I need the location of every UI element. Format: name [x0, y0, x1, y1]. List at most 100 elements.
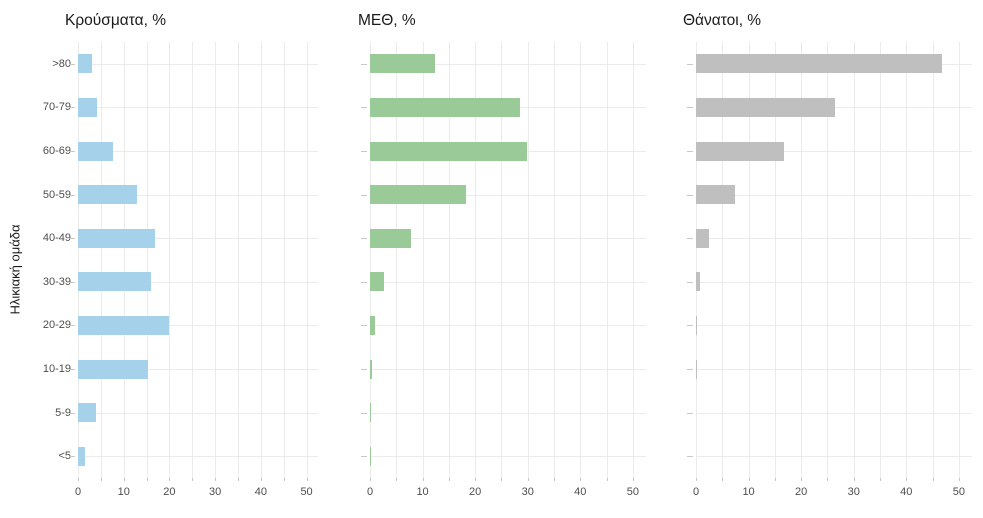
bar	[78, 54, 92, 74]
vertical-gridline	[396, 42, 398, 478]
horizontal-gridline	[78, 63, 318, 65]
vertical-gridline	[880, 42, 881, 478]
y-category-label: 30-39	[42, 275, 71, 288]
vertical-gridline	[100, 42, 102, 478]
horizontal-gridline	[370, 456, 646, 458]
bar	[696, 228, 709, 248]
x-tick-label: 0	[74, 486, 82, 498]
x-axis-tick	[801, 478, 803, 481]
vertical-gridline	[370, 42, 371, 478]
horizontal-gridline	[78, 107, 318, 109]
x-axis-tick	[632, 478, 634, 481]
x-axis-tick	[169, 478, 171, 481]
x-axis-tick	[606, 478, 608, 481]
x-axis-tick	[774, 478, 776, 481]
bar	[370, 446, 372, 466]
facet-title-icu: ΜΕΘ, %	[358, 12, 416, 29]
horizontal-gridline	[370, 194, 646, 196]
vertical-gridline	[146, 42, 148, 478]
bar	[78, 272, 151, 292]
x-axis-cases: 0 10 20 30 40 50	[74, 478, 318, 508]
y-axis-tick	[69, 281, 75, 283]
y-axis-tick	[69, 412, 75, 414]
y-category-label: 5-9	[55, 406, 71, 419]
y-axis-tick	[69, 325, 75, 327]
x-axis-tick	[722, 478, 724, 481]
x-tick-label: 40	[900, 486, 913, 498]
bar	[78, 446, 86, 466]
y-axis-tick	[687, 369, 693, 370]
x-axis-tick	[100, 478, 102, 481]
horizontal-gridline	[696, 412, 972, 414]
vertical-gridline	[475, 42, 477, 478]
bar	[696, 97, 835, 117]
horizontal-gridline	[78, 325, 318, 327]
horizontal-gridline	[370, 281, 646, 283]
y-axis-tick	[69, 456, 75, 458]
y-axis-tick	[69, 238, 75, 240]
x-axis-tick	[370, 478, 371, 481]
y-axis-tick	[687, 238, 693, 240]
y-axis-tick	[687, 281, 693, 283]
x-tick-label: 20	[163, 486, 176, 498]
bar	[78, 403, 97, 423]
x-axis-tick	[306, 478, 308, 481]
bar	[370, 185, 467, 205]
y-axis-tick	[361, 194, 367, 196]
bar	[696, 54, 942, 74]
horizontal-gridline	[370, 412, 646, 414]
y-axis-tick	[687, 325, 693, 327]
horizontal-gridline	[370, 325, 646, 327]
y-axis-tick	[69, 194, 75, 196]
x-axis-tick	[527, 478, 529, 481]
x-axis-tick	[260, 478, 262, 481]
horizontal-gridline	[696, 369, 972, 370]
bar	[696, 141, 784, 161]
y-category-label: 40-49	[42, 232, 71, 245]
x-axis-tick	[580, 478, 582, 481]
y-axis-title: Ηλικιακή ομάδα	[7, 224, 23, 315]
x-axis-tick	[215, 478, 217, 481]
x-tick-label: 40	[574, 486, 587, 498]
x-axis-tick	[78, 478, 79, 481]
x-axis-tick	[238, 478, 239, 481]
x-tick-label: 0	[692, 486, 700, 498]
x-axis-tick	[958, 478, 960, 481]
bar	[370, 141, 528, 161]
vertical-gridline	[722, 42, 724, 478]
x-axis-tick	[192, 478, 194, 481]
horizontal-gridline	[78, 456, 318, 458]
x-axis-tick	[932, 478, 934, 481]
bar	[370, 403, 371, 423]
x-tick-label: 50	[952, 486, 965, 498]
vertical-gridline	[748, 42, 750, 478]
vertical-gridline	[774, 42, 776, 478]
x-tick-label: 10	[742, 486, 755, 498]
vertical-gridline	[306, 42, 308, 478]
x-axis-deaths: 0 10 20 30 40 50	[692, 478, 972, 508]
x-tick-label: 50	[626, 486, 639, 498]
vertical-gridline	[78, 42, 79, 478]
vertical-gridline	[192, 42, 194, 478]
bar	[78, 228, 155, 248]
horizontal-gridline	[370, 238, 646, 240]
y-axis-tick	[361, 281, 367, 283]
y-category-label: <5	[58, 450, 71, 463]
y-axis-tick	[69, 107, 75, 109]
x-tick-label: 10	[117, 486, 130, 498]
x-axis-tick	[396, 478, 398, 481]
horizontal-gridline	[78, 194, 318, 196]
horizontal-gridline	[78, 412, 318, 414]
horizontal-gridline	[78, 369, 318, 370]
bar	[370, 272, 384, 292]
x-tick-label: 10	[416, 486, 429, 498]
vertical-gridline	[215, 42, 217, 478]
y-category-label: 60-69	[42, 145, 71, 157]
x-axis-tick	[748, 478, 750, 481]
y-axis-tick	[361, 63, 367, 65]
y-axis-tick	[687, 107, 693, 109]
panel-deaths	[687, 42, 972, 478]
x-axis-tick	[448, 478, 450, 481]
facet-title-deaths: Θάνατοι, %	[683, 12, 762, 29]
